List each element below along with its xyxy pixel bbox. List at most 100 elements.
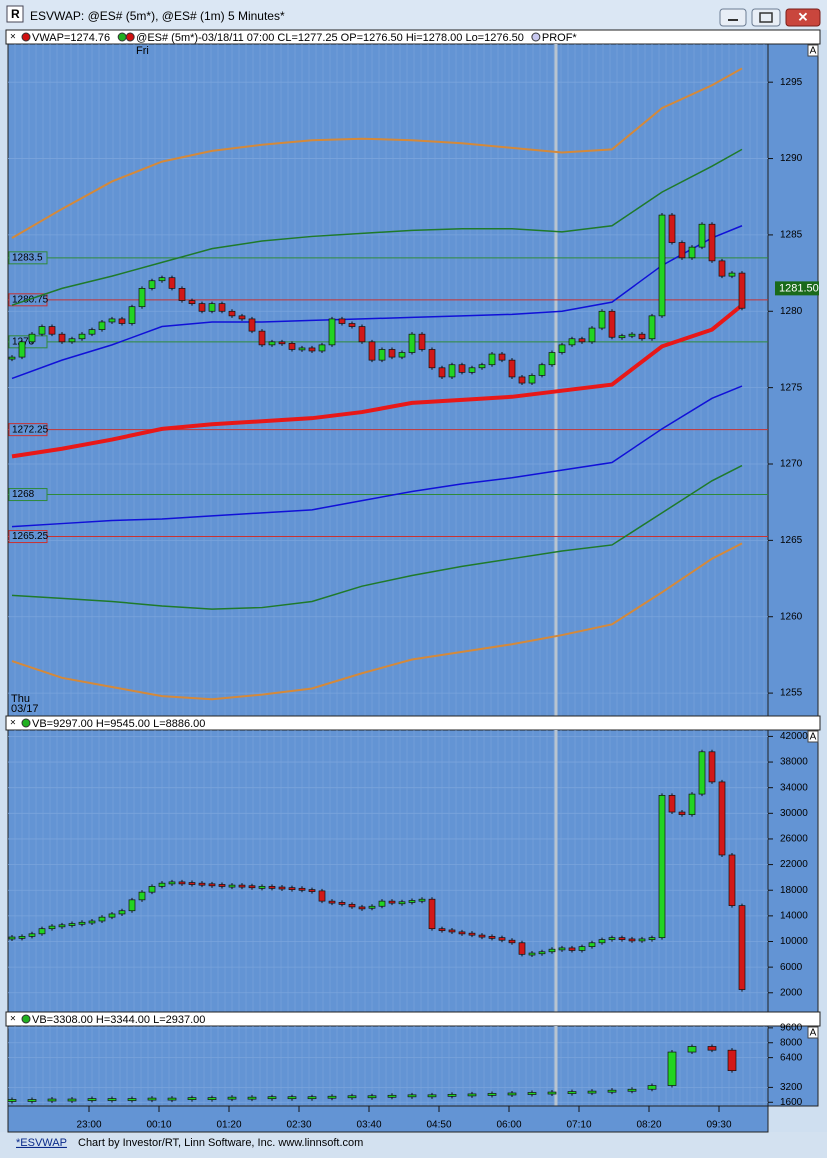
candle — [428, 898, 436, 930]
candle — [267, 1096, 277, 1100]
candle — [367, 1095, 377, 1099]
candle — [28, 933, 36, 937]
candle — [667, 1051, 677, 1086]
candle — [678, 242, 686, 259]
candle — [288, 887, 296, 891]
panel-close: × — [10, 32, 16, 43]
candle — [388, 349, 396, 358]
close-button[interactable] — [785, 8, 821, 27]
y-tick-label: 42000 — [780, 731, 808, 742]
maximize-icon — [759, 12, 773, 23]
y-tick-label: 8000 — [780, 1037, 803, 1048]
candle — [398, 901, 406, 905]
candle — [328, 900, 336, 904]
panel-close: × — [10, 718, 16, 729]
candle — [18, 341, 26, 358]
last-price-label: 1281.50 — [779, 282, 819, 294]
day-label: 03/17 — [11, 703, 39, 715]
candle — [278, 341, 286, 345]
candle — [48, 326, 56, 335]
candle — [368, 341, 376, 361]
candle — [658, 795, 666, 939]
candle — [158, 277, 166, 282]
level-tag — [8, 530, 48, 544]
last-price-tag — [775, 281, 819, 296]
y-tick-label: 1265 — [780, 535, 803, 546]
candle — [168, 277, 176, 289]
candle — [348, 903, 356, 908]
plot-area — [7, 1025, 769, 1107]
candle — [128, 306, 136, 324]
candle — [728, 854, 736, 906]
candle — [468, 932, 476, 936]
candle — [38, 928, 46, 935]
candle — [188, 300, 196, 304]
candle — [207, 1097, 217, 1100]
candle — [628, 333, 636, 337]
candle — [387, 1094, 397, 1098]
candle — [568, 338, 576, 346]
candle — [68, 338, 76, 343]
y-tick-label: 3200 — [780, 1082, 803, 1093]
level-label: 1283.5 — [12, 252, 43, 263]
candle — [608, 937, 616, 941]
legend-dot — [125, 32, 135, 42]
plot-area — [7, 729, 769, 1013]
minimize-button[interactable] — [719, 8, 747, 27]
band-line — [11, 303, 744, 459]
y-tick-label: 1280 — [780, 306, 803, 317]
candle — [328, 318, 336, 346]
candle — [578, 338, 586, 343]
candle — [238, 315, 246, 320]
legend-dot — [21, 718, 31, 728]
candle — [668, 214, 676, 243]
candle — [358, 906, 366, 910]
candle — [248, 885, 256, 889]
candle — [158, 882, 166, 887]
study-link[interactable]: *ESVWAP — [16, 1137, 67, 1149]
candle — [728, 272, 736, 277]
candle — [268, 886, 276, 889]
candle — [627, 1088, 637, 1092]
x-tick-label: 07:10 — [566, 1120, 591, 1131]
time-axis — [7, 1105, 769, 1133]
y-tick-label: 30000 — [780, 808, 808, 819]
maximize-button[interactable] — [751, 8, 781, 27]
candle — [658, 214, 666, 317]
candle — [8, 936, 16, 940]
candle — [687, 1046, 697, 1053]
candle — [548, 352, 556, 366]
candle — [428, 349, 436, 369]
day-label: Thu — [11, 693, 30, 705]
x-tick-label: 23:00 — [76, 1120, 101, 1131]
level-label: 1280.75 — [12, 294, 49, 305]
candle — [588, 327, 596, 343]
candle — [448, 364, 456, 378]
candle — [78, 921, 86, 925]
candle — [578, 946, 586, 951]
candle — [47, 1098, 57, 1102]
candle — [698, 223, 706, 248]
candle — [708, 751, 716, 783]
candle — [318, 890, 326, 902]
candle — [418, 898, 426, 902]
band-line — [11, 385, 743, 528]
candle — [487, 1093, 497, 1096]
band-line — [11, 148, 743, 306]
candle — [107, 1098, 117, 1101]
candle — [478, 934, 486, 938]
candle — [618, 937, 626, 941]
candle — [227, 1096, 237, 1100]
day-label: Fri — [136, 45, 149, 57]
candle — [648, 937, 656, 941]
candle — [458, 931, 466, 935]
candle — [368, 905, 376, 909]
y-tick-label: 1260 — [780, 611, 803, 622]
candle — [308, 889, 316, 892]
app-icon-letter: R — [11, 7, 20, 21]
candle — [338, 902, 346, 905]
legend-text: VB=9297.00 H=9545.00 L=8886.00 — [32, 718, 205, 730]
candle — [247, 1096, 257, 1100]
candle — [28, 333, 36, 343]
candle — [278, 886, 286, 890]
